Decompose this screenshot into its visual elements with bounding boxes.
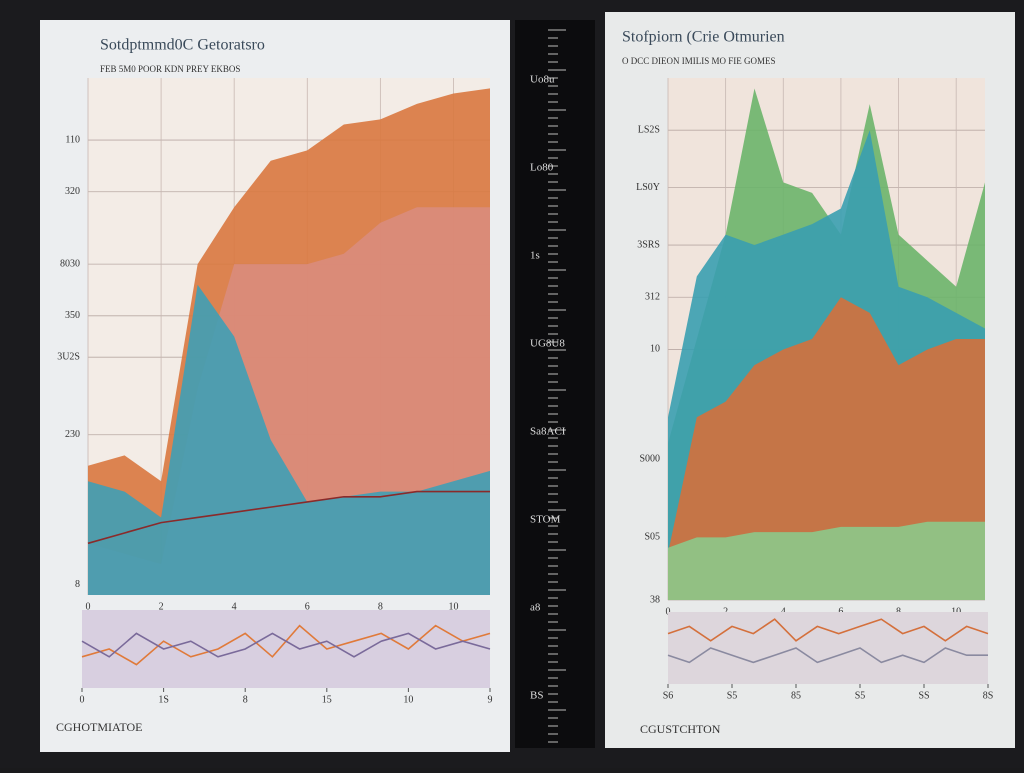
y-tick-label: 110: [65, 134, 80, 145]
x-tick-label: 8: [378, 601, 383, 612]
y-tick-label: 3SRS: [637, 239, 660, 250]
y-tick-label: LS0Y: [636, 182, 660, 193]
chart-title: Sotdptmmd0C Getoratsro: [100, 37, 265, 54]
plot-area: [668, 612, 988, 684]
x-tick-label: 10: [448, 601, 458, 612]
x-tick-label: S5: [855, 690, 866, 701]
ruler-label: Uo8u: [530, 74, 555, 86]
chart-title: Stofpiorn (Crie Otmurien: [622, 29, 785, 46]
x-tick-label: 2: [159, 601, 164, 612]
y-tick-label: 38: [650, 594, 660, 605]
x-tick-label: S6: [663, 690, 674, 701]
ruler: [515, 20, 595, 748]
y-tick-label: 10: [650, 344, 660, 355]
line: [667, 647, 988, 664]
y-tick-label: 230: [65, 429, 80, 440]
chart-footer: CGHOTMIATOE: [56, 720, 142, 734]
chart-footer: CGUSTCHTON: [640, 722, 721, 736]
x-tick-label: 8: [896, 606, 901, 617]
chart-subtitle: FEB 5M0 POOR KDN PREY EKBOS: [100, 64, 240, 74]
x-tick-label: 2: [723, 606, 728, 617]
chart-subtitle: O DCC DIEON IMILIS MO FIE GOMES: [622, 56, 776, 66]
x-tick-label: 9: [488, 694, 493, 705]
y-tick-label: S000: [639, 453, 660, 464]
x-tick-label: 1S: [158, 694, 169, 705]
ruler-label: Sa8ACI: [530, 426, 566, 438]
ruler-label: a8: [530, 602, 541, 614]
ruler-ticks: [548, 29, 566, 743]
y-tick-label: 8: [75, 579, 80, 590]
x-tick-label: 6: [305, 601, 310, 612]
x-tick-label: 4: [781, 606, 786, 617]
x-tick-label: SS: [918, 690, 929, 701]
y-tick-label: 8030: [60, 258, 80, 269]
ruler-label: BS: [530, 690, 543, 702]
plot-area: [82, 610, 490, 688]
ruler-label: UG8U8: [530, 338, 565, 350]
x-tick-label: 85: [791, 690, 801, 701]
x-tick-label: 8: [243, 694, 248, 705]
x-tick-label: S5: [727, 690, 738, 701]
x-tick-label: 6: [838, 606, 843, 617]
line: [667, 618, 989, 642]
y-tick-label: 320: [65, 186, 80, 197]
y-tick-label: 312: [645, 292, 660, 303]
ruler-label: 1s: [530, 250, 540, 262]
x-tick-label: 0: [80, 694, 85, 705]
area: [668, 521, 985, 600]
x-tick-label: 10: [403, 694, 413, 705]
y-tick-label: LS2S: [638, 124, 660, 135]
x-tick-label: 10: [951, 606, 961, 617]
y-tick-label: 350: [65, 310, 80, 321]
ruler-label: Lo80: [530, 162, 554, 174]
ruler-label: STOM: [530, 514, 561, 526]
x-tick-label: 15: [322, 694, 332, 705]
line: [87, 490, 490, 545]
y-tick-label: S05: [644, 532, 660, 543]
area: [88, 284, 490, 595]
line: [81, 632, 491, 658]
x-tick-label: 0: [666, 606, 671, 617]
x-tick-label: 4: [232, 601, 237, 612]
x-tick-label: 8S: [983, 690, 994, 701]
x-tick-label: 0: [86, 601, 91, 612]
area: [668, 297, 985, 600]
y-tick-label: 3U2S: [57, 351, 80, 362]
